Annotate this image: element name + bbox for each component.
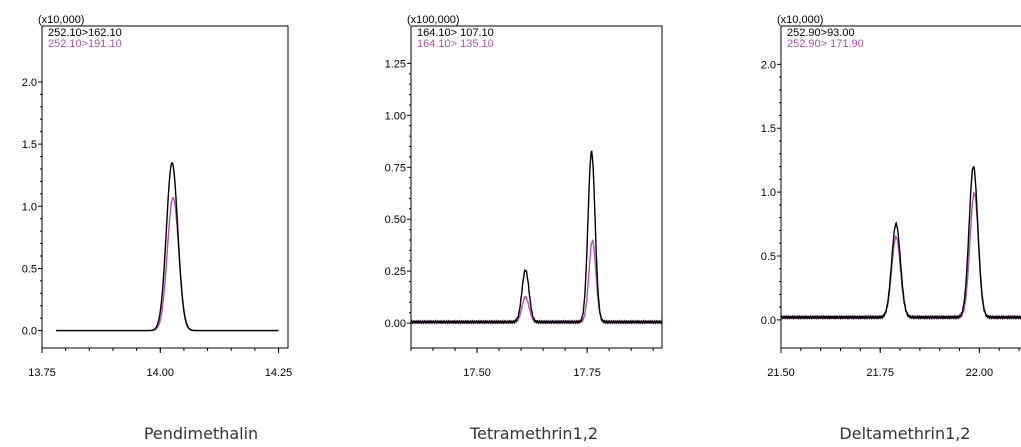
series-1-line — [411, 150, 662, 325]
multiplier-label: (x10,000) — [38, 14, 84, 26]
y-tick-label: 0.75 — [385, 162, 406, 174]
series-1-line — [56, 161, 279, 332]
y-tick-label: 0.00 — [385, 318, 406, 330]
multiplier-label: (x10,000) — [777, 14, 823, 26]
panel-2-plot — [411, 150, 662, 325]
y-tick-label: 1.5 — [22, 139, 37, 151]
y-tick-label: 2.0 — [761, 59, 776, 71]
legend-entry-2: 252.10>191.10 — [48, 38, 122, 50]
panel-3-caption: Deltamethrin1,2 — [839, 424, 971, 443]
x-tick-label: 21.75 — [866, 367, 894, 379]
x-tick-label: 22.00 — [966, 367, 994, 379]
y-tick-label: 0.5 — [761, 251, 776, 263]
y-tick-label: 0.5 — [22, 263, 37, 275]
panel-1-frame — [41, 25, 289, 349]
panel-3-plot — [781, 165, 1021, 321]
legend-entry-2: 252.90> 171.90 — [787, 38, 864, 50]
panel-1: 0.00.51.01.52.013.75 14.00 14.25(x10,000)2… — [22, 14, 293, 379]
panel-2: 0.00 0.25 0.50 0.75 1.00 1.25 17.50 17.75 (x100,… — [385, 14, 663, 379]
series-2-line — [781, 191, 1021, 321]
panel-2-caption: Tetramethrin1,2 — [469, 424, 598, 443]
y-tick-label: 0.50 — [385, 214, 406, 226]
panel-3: 0.00.51.01.52.021.50 21.75 22.00(x10,000)2… — [761, 14, 1021, 379]
multiplier-label: (x100,000) — [407, 14, 460, 26]
x-tick-label: 17.75 — [573, 367, 601, 379]
y-tick-label: 2.0 — [22, 77, 37, 89]
legend-entry-1: 164.10> 107.10 — [417, 27, 494, 39]
legend-entry-2: 164.10> 135.10 — [417, 38, 494, 50]
series-2-line — [411, 238, 662, 325]
panel-3-frame — [780, 25, 1021, 349]
x-tick-label: 14.00 — [147, 367, 175, 379]
legend-entry-1: 252.10>162.10 — [48, 27, 122, 39]
y-tick-label: 1.5 — [761, 123, 776, 135]
y-tick-label: 1.0 — [22, 201, 37, 213]
legend-entry-1: 252.90>93.00 — [787, 27, 855, 39]
panel-1-caption: Pendimethalin — [143, 424, 259, 443]
series-1-line — [781, 165, 1021, 321]
x-tick-label: 13.75 — [28, 367, 56, 379]
x-tick-label: 14.25 — [265, 367, 293, 379]
panel-2-frame — [410, 25, 663, 349]
y-tick-label: 0.0 — [761, 315, 776, 327]
y-tick-label: 0.25 — [385, 266, 406, 278]
y-tick-label: 0.0 — [22, 326, 37, 338]
y-tick-label: 1.00 — [385, 110, 406, 122]
x-tick-label: 21.50 — [767, 367, 795, 379]
x-tick-label: 17.50 — [463, 367, 491, 379]
y-tick-label: 1.0 — [761, 187, 776, 199]
panel-1-plot — [56, 161, 279, 332]
y-tick-label: 1.25 — [385, 58, 406, 70]
